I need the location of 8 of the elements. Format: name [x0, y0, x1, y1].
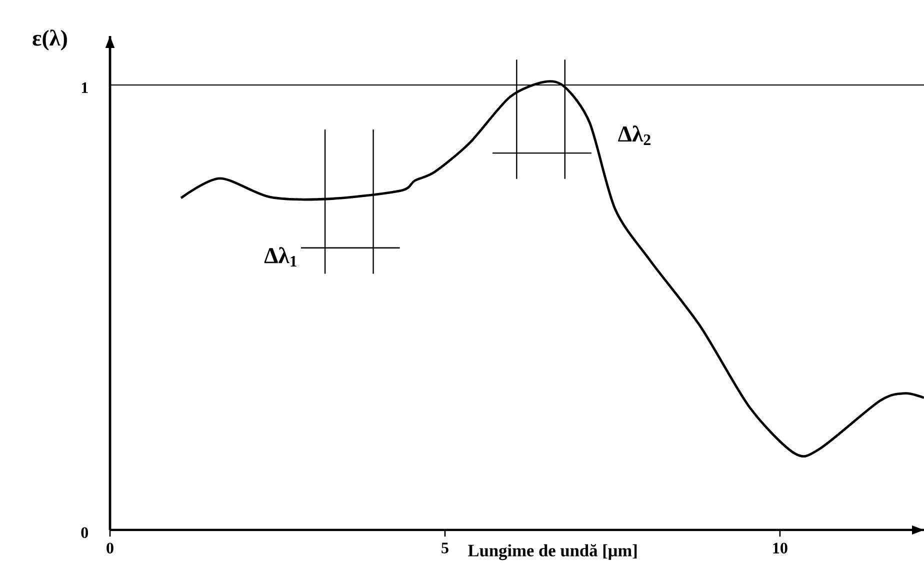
x-tick-label: 5: [442, 542, 448, 554]
x-axis-title: Lungime de undă [μm]: [468, 544, 637, 560]
x-tick-label: 10: [773, 542, 788, 554]
y-axis-title: ε(λ): [32, 30, 67, 50]
annotation: Δλ$_{1}$: [264, 247, 296, 267]
y-tick-label: 1: [82, 82, 88, 93]
x-tick-label: 0: [106, 542, 114, 554]
annotation: Δλ$_{2}$: [618, 126, 650, 145]
